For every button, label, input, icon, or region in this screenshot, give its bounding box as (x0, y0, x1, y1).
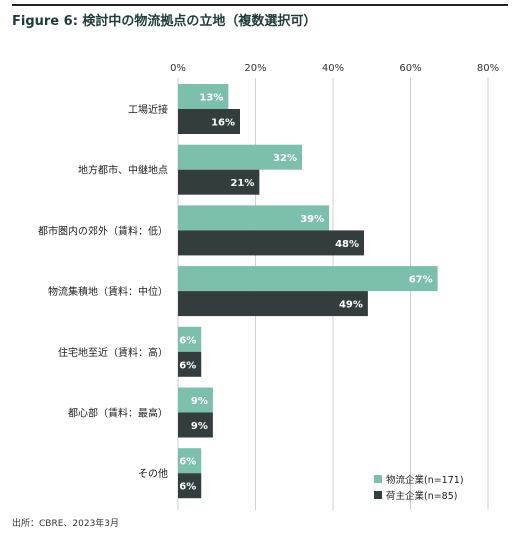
bar-shipper (178, 291, 368, 317)
bar-value-label: 6% (179, 335, 196, 346)
source-note: 出所：CBRE、2023年3月 (12, 519, 120, 529)
bar-value-label: 67% (409, 275, 433, 286)
bar-value-label: 6% (179, 457, 196, 468)
x-axis-ticks: 0% 20% 40% 60% 80% (170, 63, 499, 74)
bar-shipper (178, 109, 240, 134)
category-label: 物流集積地（賃料：中位） (48, 285, 168, 298)
bar-logistics (178, 326, 202, 352)
bar-shipper (178, 412, 213, 438)
x-tick-label: 0% (170, 63, 186, 74)
legend-swatch (374, 475, 382, 483)
bar-logistics (178, 144, 302, 170)
bar-logistics (178, 84, 229, 109)
category-label: 地方都市、中継地点 (78, 164, 168, 177)
bar-value-label: 49% (339, 300, 363, 311)
category-label: 都心部（賃料：最高） (68, 407, 168, 420)
bar-shipper (178, 169, 260, 195)
bar-value-label: 6% (179, 360, 196, 371)
bar-value-label: 39% (300, 214, 324, 225)
top-rule (12, 4, 508, 6)
bar-shipper (178, 473, 202, 499)
category-label: 工場近接 (128, 103, 168, 116)
x-tick-label: 80% (477, 63, 499, 74)
legend-label: 物流企業(n=171) (386, 474, 464, 486)
bar-value-label: 16% (211, 118, 235, 129)
bar-shipper (178, 351, 202, 377)
chart-title: Figure 6: 検討中の物流拠点の立地（複数選択可） (12, 14, 317, 29)
category-label: 都市圏内の郊外（賃料：低） (38, 224, 168, 237)
bar-value-label: 9% (191, 396, 208, 407)
category-label: 住宅地至近（賃料：高） (58, 346, 168, 359)
bar-shipper (178, 230, 364, 256)
bar-value-label: 21% (230, 178, 254, 189)
legend: 物流企業(n=171) 荷主企業(n=85) (374, 474, 464, 502)
legend-swatch (374, 491, 382, 499)
bar-logistics (178, 448, 202, 474)
x-tick-label: 20% (244, 63, 266, 74)
bar-logistics (178, 387, 213, 413)
bar-logistics (178, 266, 438, 292)
x-tick-label: 40% (322, 63, 344, 74)
x-tick-label: 60% (399, 63, 421, 74)
category-label: その他 (138, 467, 168, 480)
bars: 13% 16% 32% 21% 39% 48% 67% 49% 6% 6% 9% 9% 6% 6% (178, 84, 438, 499)
bar-logistics (178, 205, 330, 231)
bar-value-label: 6% (179, 482, 196, 493)
legend-label: 荷主企業(n=85) (386, 490, 457, 502)
bar-value-label: 48% (335, 239, 359, 250)
bar-value-label: 13% (199, 93, 223, 104)
bar-value-label: 32% (273, 153, 297, 164)
bar-value-label: 9% (191, 421, 208, 432)
